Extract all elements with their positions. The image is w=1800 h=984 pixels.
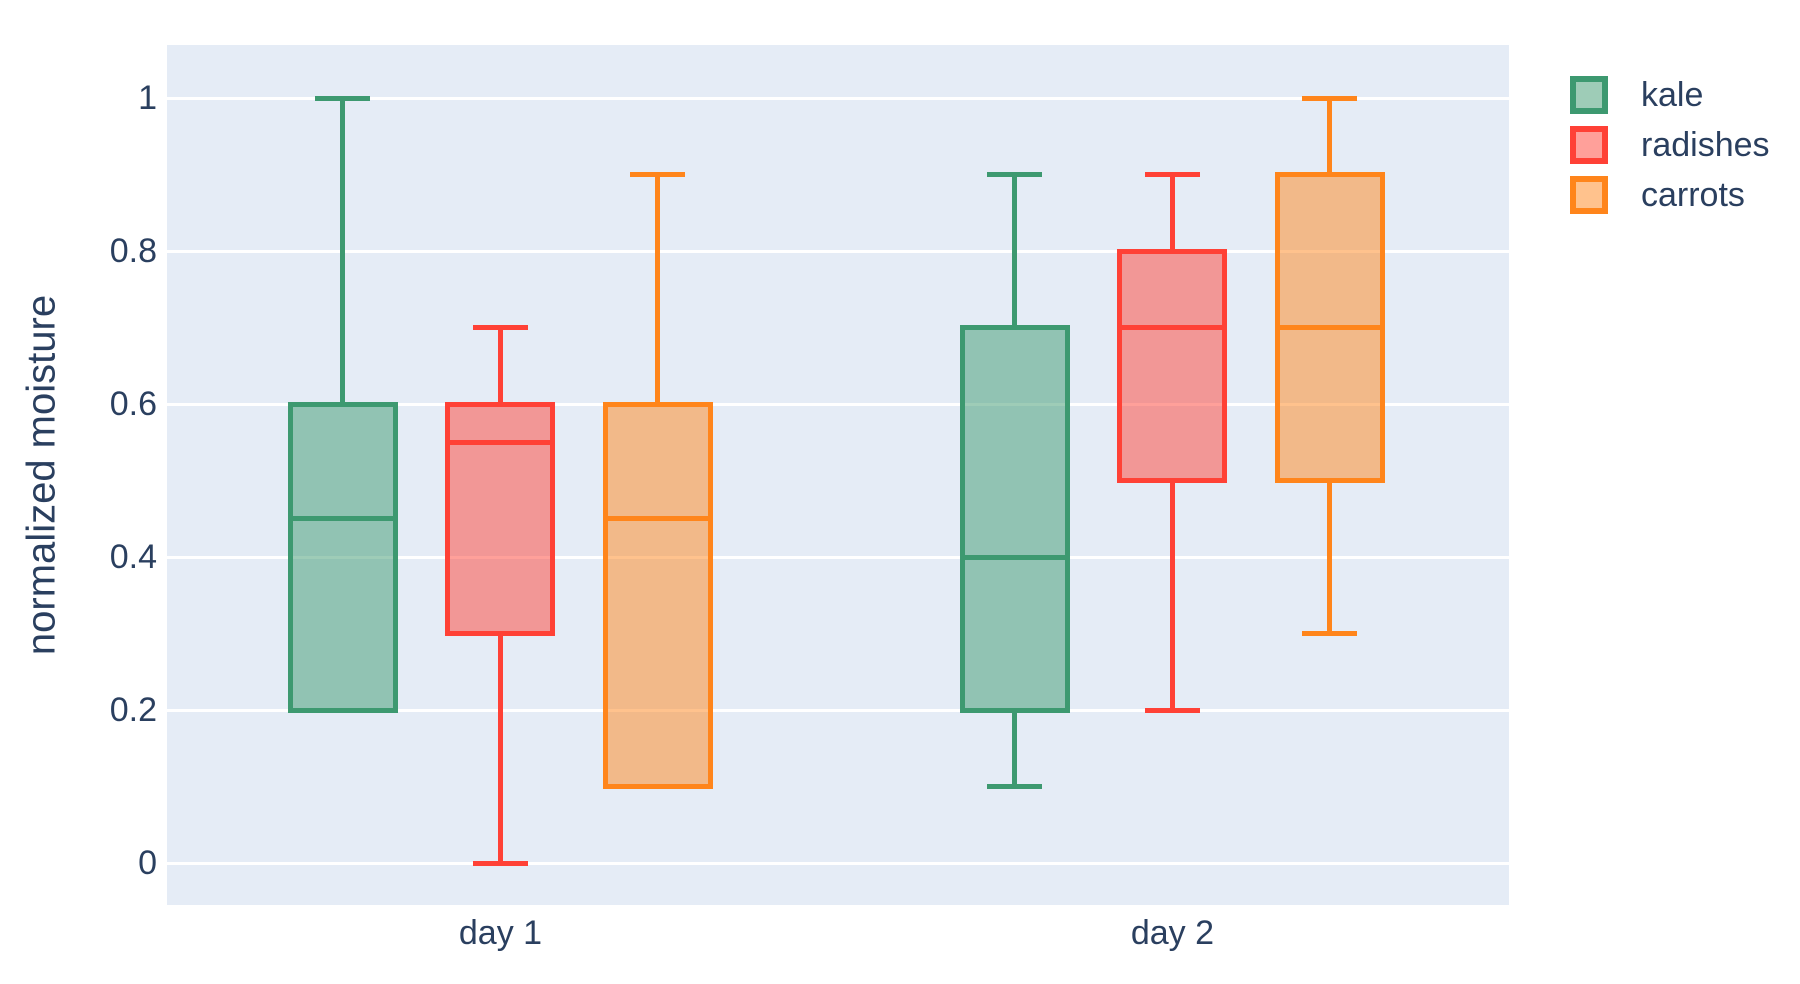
- whisker-lower: [1012, 710, 1018, 787]
- box-carrots-day-2[interactable]: [167, 45, 1509, 905]
- y-tick-label-0.8: 0.8: [109, 232, 157, 270]
- legend-swatch-carrots-icon: [1570, 176, 1608, 214]
- y-tick-label-0.4: 0.4: [109, 538, 157, 576]
- gridline-y-0: [167, 861, 1509, 865]
- legend: kale radishes carrots: [1570, 70, 1770, 220]
- box-carrots-day-1[interactable]: [167, 45, 1509, 905]
- x-tick-label-day-1: day 1: [458, 914, 543, 952]
- whisker-upper: [655, 174, 661, 404]
- legend-item-kale[interactable]: kale: [1570, 70, 1770, 120]
- median-line: [1122, 325, 1223, 330]
- y-axis-title: normalized moisture: [19, 294, 64, 656]
- legend-item-carrots[interactable]: carrots: [1570, 170, 1770, 220]
- whisker-lower: [1327, 480, 1333, 634]
- gridline-y-0.4: [167, 555, 1509, 559]
- box-kale-day-1[interactable]: [167, 45, 1509, 905]
- box-kale-day-2[interactable]: [167, 45, 1509, 905]
- median-line: [964, 554, 1065, 560]
- legend-label-radishes: radishes: [1641, 125, 1770, 164]
- y-tick-label-0: 0: [138, 844, 157, 882]
- legend-swatch-radishes-icon: [1570, 126, 1608, 164]
- y-tick-label-0.6: 0.6: [109, 385, 157, 423]
- box-radishes-day-1[interactable]: [167, 45, 1509, 905]
- whisker-upper: [340, 98, 346, 404]
- gridline-y-0.2: [167, 708, 1509, 712]
- iqr-box: [602, 401, 713, 789]
- whisker-cap-min: [1302, 631, 1358, 636]
- whisker-cap-min: [1144, 707, 1200, 713]
- legend-label-kale: kale: [1641, 75, 1704, 114]
- whisker-cap-max: [1302, 95, 1358, 101]
- whisker-upper: [1012, 174, 1018, 328]
- legend-item-radishes[interactable]: radishes: [1570, 120, 1770, 170]
- median-line: [607, 516, 708, 522]
- whisker-cap-max: [1144, 172, 1200, 177]
- gridline-y-0.6: [167, 402, 1509, 406]
- median-line: [1279, 325, 1380, 330]
- median-line: [450, 439, 551, 445]
- iqr-box: [1117, 248, 1228, 483]
- whisker-cap-max: [630, 172, 686, 177]
- whisker-upper: [1169, 174, 1175, 251]
- iqr-box: [287, 401, 398, 713]
- whisker-lower: [497, 633, 503, 863]
- legend-label-carrots: carrots: [1641, 175, 1745, 214]
- whisker-cap-min: [987, 784, 1043, 789]
- whisker-cap-max: [472, 325, 528, 330]
- y-tick-label-1: 1: [138, 79, 157, 117]
- legend-swatch-kale-icon: [1570, 76, 1608, 114]
- whisker-upper: [497, 327, 503, 404]
- plot-area: [167, 45, 1509, 905]
- whisker-cap-max: [987, 172, 1043, 177]
- whisker-cap-min: [472, 860, 528, 866]
- x-tick-label-day-2: day 2: [1130, 914, 1215, 952]
- gridline-y-1: [167, 96, 1509, 100]
- iqr-box: [959, 325, 1070, 713]
- whisker-lower: [1169, 480, 1175, 710]
- y-tick-label-0.2: 0.2: [109, 691, 157, 729]
- whisker-upper: [1327, 98, 1333, 175]
- whisker-cap-max: [315, 95, 371, 101]
- median-line: [292, 516, 393, 522]
- gridline-y-0.8: [167, 249, 1509, 253]
- box-radishes-day-2[interactable]: [167, 45, 1509, 905]
